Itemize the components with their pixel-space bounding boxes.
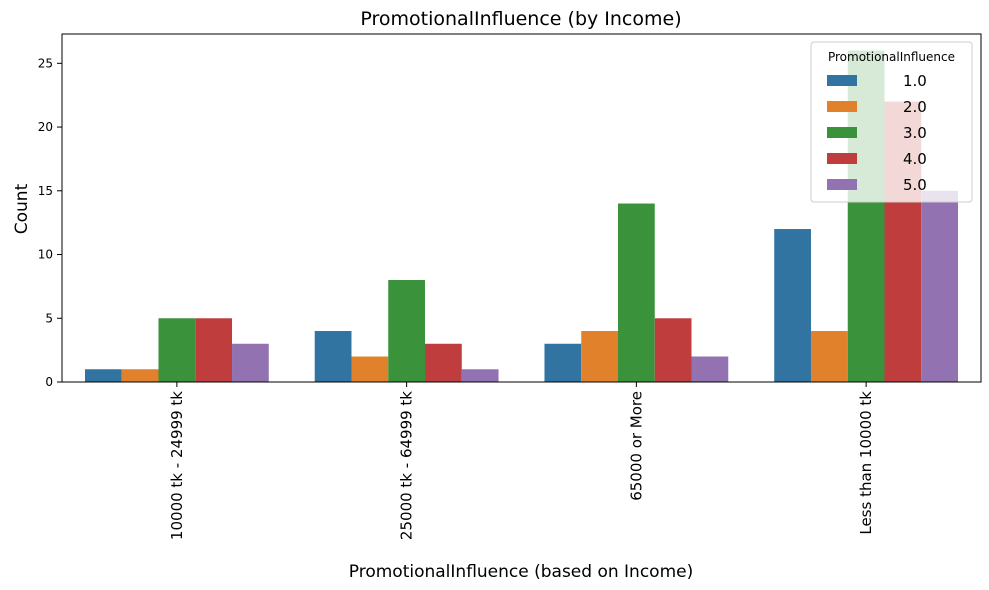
legend-label-5-0: 5.0	[903, 176, 927, 194]
bar-4-0-2	[654, 318, 692, 382]
bar-3-0-2	[617, 203, 655, 382]
legend-swatch-5-0	[827, 179, 857, 190]
legend-title: PromotionalInfluence	[828, 50, 955, 64]
bar-1-0-1	[314, 331, 352, 382]
bar-2-0-3	[810, 331, 848, 382]
legend-swatch-4-0	[827, 153, 857, 164]
bar-5-0-0	[232, 343, 269, 382]
y-axis-label: Count	[12, 183, 32, 234]
bar-5-0-2	[691, 356, 729, 382]
bar-5-0-3	[921, 190, 959, 382]
bar-2-0-2	[581, 331, 618, 382]
bar-2-0-0	[121, 369, 159, 382]
chart-title: PromotionalInfluence (by Income)	[360, 8, 681, 30]
x-axis-label: PromotionalInfluence (based on Income)	[349, 562, 693, 582]
legend: PromotionalInfluence 1.0 2.0 3.0 4.0 5.0	[810, 41, 973, 203]
y-tick-label: 15	[38, 184, 53, 198]
bar-1-0-3	[774, 229, 811, 382]
legend-swatch-2-0	[827, 101, 857, 112]
y-tick-label: 20	[38, 120, 53, 134]
bar-3-0-0	[158, 318, 196, 382]
y-tick-label: 10	[38, 248, 53, 262]
y-tick-label: 25	[38, 56, 53, 70]
y-tick-label: 0	[45, 375, 53, 389]
y-axis: 0 5 10 15 20 25	[38, 56, 62, 389]
x-tick-label: Less than 10000 tk	[857, 391, 875, 535]
legend-swatch-1-0	[827, 75, 857, 86]
bar-4-0-1	[425, 343, 462, 382]
x-tick-label: 10000 tk - 24999 tk	[168, 391, 186, 540]
bar-5-0-1	[461, 369, 499, 382]
bar-2-0-1	[351, 356, 389, 382]
legend-label-2-0: 2.0	[903, 98, 927, 116]
legend-swatch-3-0	[827, 127, 857, 138]
plot-frame	[61, 33, 982, 383]
x-tick-label: 25000 tk - 64999 tk	[398, 391, 416, 540]
legend-label-1-0: 1.0	[903, 72, 927, 90]
legend-box	[810, 41, 973, 203]
x-tick-label: 65000 or More	[627, 391, 645, 501]
legend-label-3-0: 3.0	[903, 124, 927, 142]
bar-4-0-0	[195, 318, 233, 382]
bar-1-0-0	[84, 369, 122, 382]
bar-1-0-2	[544, 343, 582, 382]
bar-3-0-1	[388, 280, 426, 382]
y-tick-label: 5	[45, 311, 53, 325]
x-axis: 10000 tk - 24999 tk 25000 tk - 64999 tk 65…	[168, 382, 875, 540]
legend-label-4-0: 4.0	[903, 150, 927, 168]
